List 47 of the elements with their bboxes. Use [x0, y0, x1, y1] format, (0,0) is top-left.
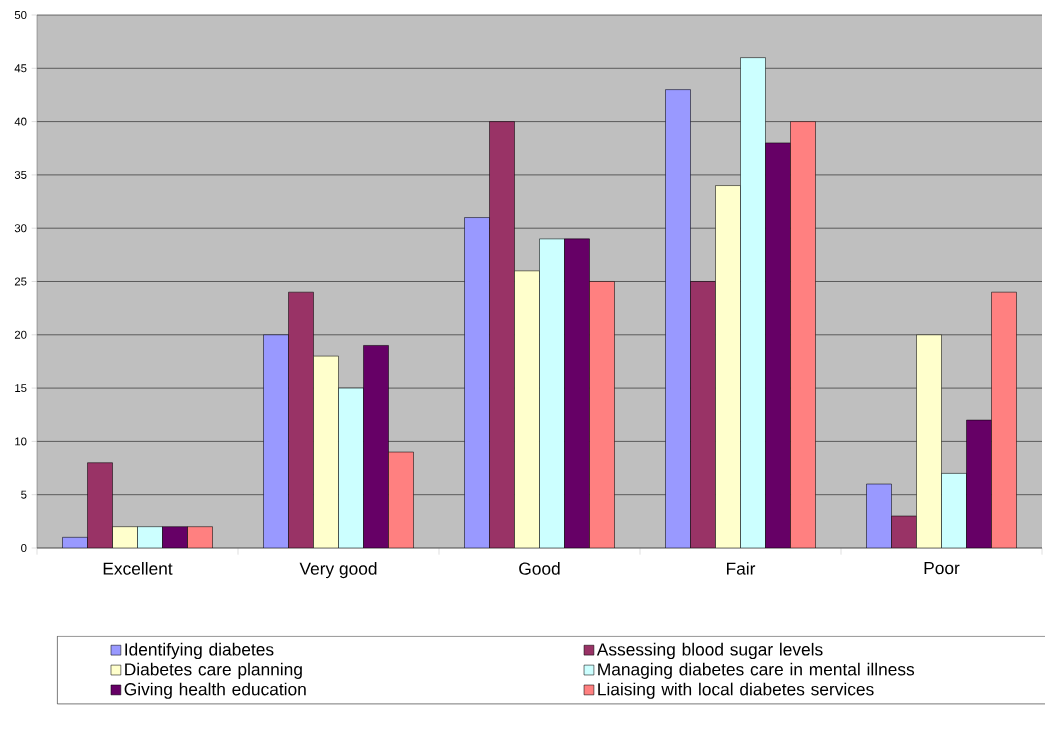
y-tick-label: 15: [15, 384, 27, 393]
bar: [388, 451, 414, 548]
y-tick-label: 20: [14, 330, 27, 339]
bar: [740, 57, 766, 548]
y-tick-label: 10: [15, 437, 27, 446]
bar: [916, 334, 942, 548]
legend-label: Liaising with local diabetes services: [598, 682, 874, 699]
legend-label: Identifying diabetes: [125, 642, 274, 660]
bar: [790, 121, 816, 548]
x-tick-label: Fair: [727, 562, 756, 575]
bar: [564, 238, 590, 548]
x-tick-label: Very good: [299, 562, 377, 579]
legend-label: Giving health education: [124, 682, 306, 699]
y-tick-label: 45: [14, 64, 27, 73]
bar: [489, 121, 515, 548]
bar: [690, 281, 716, 548]
bar: [288, 291, 314, 548]
legend-label: Diabetes care planning: [125, 662, 302, 679]
bar: [187, 526, 213, 548]
bar: [891, 515, 917, 548]
y-tick-label: 50: [14, 10, 27, 19]
bar: [589, 281, 615, 548]
y-tick-label: 25: [14, 277, 27, 286]
bar: [514, 270, 540, 548]
legend-label: Assessing blood sugar levels: [596, 642, 823, 660]
bar: [137, 526, 163, 548]
bar: [87, 462, 113, 548]
bar: [162, 526, 188, 548]
bar: [313, 355, 339, 548]
bar: [765, 142, 791, 548]
bar: [539, 238, 565, 548]
bar: [941, 473, 967, 548]
x-tick-label: Excellent: [103, 562, 173, 575]
legend-label: Managing diabetes care in mental illness: [598, 662, 915, 679]
x-tick-label: Good: [519, 562, 560, 575]
y-tick-label: 0: [21, 544, 27, 553]
bar: [363, 345, 389, 548]
bar: [338, 387, 364, 548]
bar: [991, 291, 1017, 548]
x-tick-label: Poor: [924, 562, 960, 575]
y-tick-label: 5: [21, 490, 27, 499]
bar: [715, 185, 741, 548]
bar: [966, 419, 992, 548]
y-tick-label: 30: [14, 224, 27, 233]
bar: [112, 526, 138, 548]
y-tick-label: 40: [14, 117, 27, 126]
y-tick-label: 35: [14, 170, 27, 179]
